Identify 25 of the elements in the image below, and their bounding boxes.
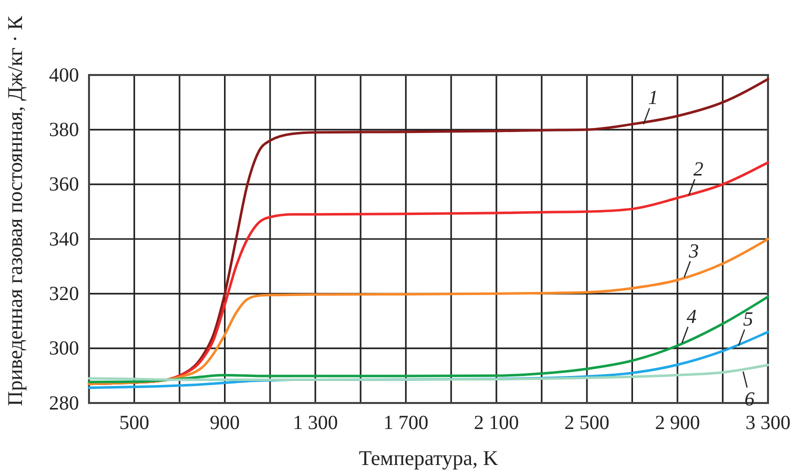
y-tick-label: 320 [49, 283, 79, 306]
y-tick-label: 380 [49, 119, 79, 142]
line-series [88, 295, 770, 384]
x-tick-label: 900 [210, 412, 240, 434]
x-axis-title: Температура, K [358, 446, 498, 470]
annotation: 5 [743, 308, 754, 331]
annotation: 1 [648, 87, 658, 110]
x-tick-label: 500 [119, 412, 150, 434]
x-tick-label: 1 300 [292, 412, 338, 434]
x-tick-label: 3 300 [746, 412, 790, 434]
annotation: 4 [686, 306, 697, 328]
y-tick-label: 340 [49, 228, 79, 250]
y-axis-title: Приведенная газовая постоянная, Дж/кг · К [3, 14, 27, 406]
y-tick-label: 300 [49, 338, 79, 360]
annotation: 3 [688, 240, 699, 262]
x-tick-label: 2 500 [564, 412, 610, 434]
y-tick-label: 280 [49, 392, 79, 414]
x-tick-label: 2 100 [474, 412, 519, 434]
y-tick-label: 400 [49, 64, 79, 86]
annotation: 2 [693, 158, 704, 180]
y-tick-label: 360 [49, 174, 79, 196]
line-series [88, 238, 770, 386]
x-tick-label: 1 700 [383, 412, 428, 434]
x-tick-label: 2 900 [654, 412, 700, 434]
line-series [88, 364, 770, 382]
